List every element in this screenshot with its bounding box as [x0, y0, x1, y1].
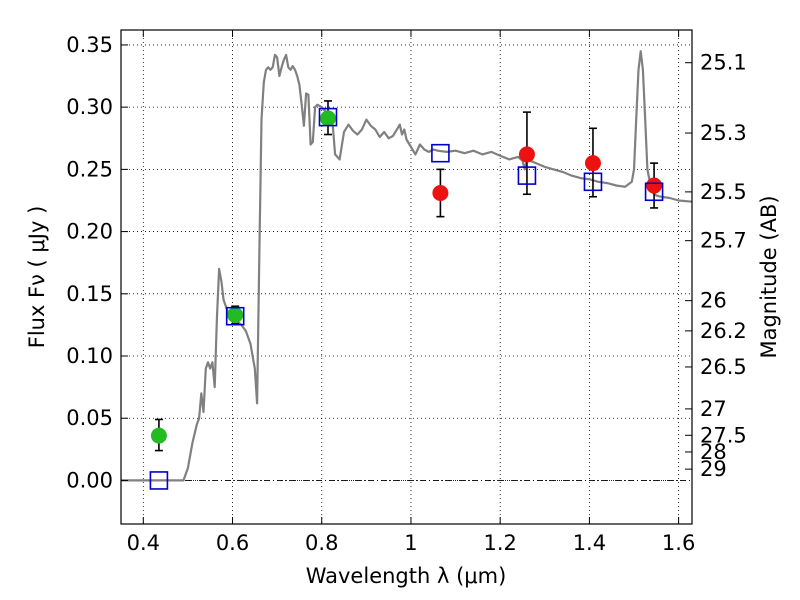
y2-tick-label: 27.5 — [700, 423, 747, 447]
model-band-flux-square — [225, 306, 245, 326]
y-tick-label: 0.35 — [66, 33, 113, 57]
observed-flux-point — [518, 146, 535, 163]
model-band-flux-square — [517, 166, 537, 185]
x-tick-label: 1.6 — [662, 531, 695, 555]
y2-tick-label: 25.7 — [700, 229, 747, 253]
x-tick-label: 1.2 — [483, 531, 516, 555]
observed-flux-point — [227, 306, 244, 323]
y2-tick-label: 27 — [700, 397, 727, 421]
observed-flux-point — [432, 185, 449, 202]
x-tick-label: 1 — [404, 531, 417, 555]
observed-flux-point — [150, 427, 167, 444]
grid-lines — [121, 30, 692, 524]
y-axis-label: Flux Fν ( μJy ) — [25, 206, 49, 349]
x-tick-label: 1.4 — [573, 531, 606, 555]
y2-tick-label: 26 — [700, 289, 727, 313]
model-band-flux-square — [318, 107, 338, 127]
y-tick-label: 0.20 — [66, 220, 113, 244]
model-band-flux-square — [583, 172, 603, 192]
x-tick-label: 0.8 — [305, 531, 338, 555]
x-axis-label: Wavelength λ (μm) — [306, 564, 507, 588]
y2-tick-label: 25.5 — [700, 180, 747, 204]
observed-flux-point — [646, 177, 663, 194]
y-tick-label: 0.00 — [66, 468, 113, 492]
y-tick-label: 0.05 — [66, 406, 113, 430]
y2-tick-label: 26.5 — [700, 355, 747, 379]
model-band-flux-square — [431, 143, 450, 163]
y2-tick-label: 26.2 — [700, 319, 747, 343]
x-tick-label: 0.6 — [216, 531, 249, 555]
observed-flux-point — [584, 155, 601, 172]
model-spectrum-line — [121, 50, 693, 482]
y-tick-label: 0.10 — [66, 344, 113, 368]
y2-axis-label: Magnitude (AB) — [757, 195, 781, 358]
observed-flux-point — [319, 110, 336, 127]
y-tick-label: 0.25 — [66, 157, 113, 181]
y-tick-label: 0.15 — [66, 282, 113, 306]
plot-frame — [120, 29, 693, 525]
y2-tick-label: 28 — [700, 440, 727, 464]
y-tick-label: 0.30 — [66, 95, 113, 119]
y2-tick-label: 29 — [700, 457, 727, 481]
plot-data — [121, 50, 693, 490]
y2-tick-label: 25.1 — [700, 51, 747, 75]
model-band-flux-square — [149, 471, 169, 490]
x-tick-label: 0.4 — [127, 531, 160, 555]
y2-tick-label: 25.3 — [700, 121, 747, 145]
axis-ticks: 0.4 0.6 0.8 1 1.2 1.4 1.6 0.00 0.05 0.10 0.15 0.20 0… — [66, 30, 747, 555]
model-band-flux-square — [644, 182, 664, 202]
